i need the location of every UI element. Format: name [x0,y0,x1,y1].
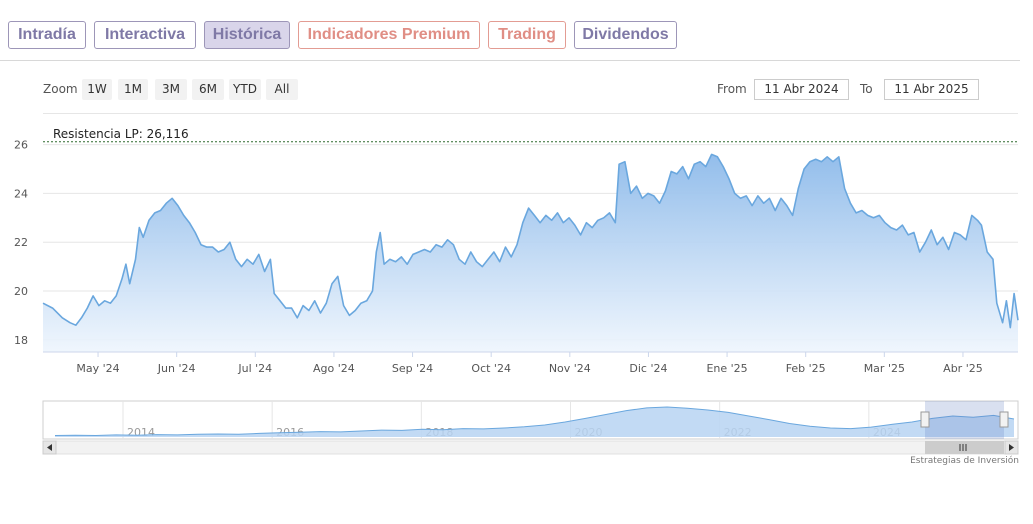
navigator-year-label: 2014 [127,426,155,439]
x-tick-label: Mar '25 [864,362,905,375]
y-tick-label: 22 [14,236,28,249]
x-tick-label: May '24 [76,362,119,375]
range-to-input[interactable]: 11 Abr 2025 [884,79,979,100]
x-tick-label: Jun '24 [157,362,196,375]
toolbar-separator [43,113,1018,114]
watermark: Estrategias de Inversión [910,456,1019,466]
zoom-6m-button[interactable]: 6M [192,79,224,100]
tab-intradia[interactable]: Intradía [8,21,86,49]
navigator-selection [925,401,1004,439]
tab-indicadores-premium[interactable]: Indicadores Premium [298,21,480,49]
x-tick-label: Nov '24 [549,362,591,375]
price-area [43,154,1018,352]
navigator-handle-right [999,411,1009,428]
x-tick-label: Ago '24 [313,362,355,375]
scroll-right-arrow-icon [1009,444,1014,451]
x-tick-label: Abr '25 [943,362,983,375]
scrollbar-thumb [925,441,1004,454]
tab-interactiva[interactable]: Interactiva [94,21,196,49]
x-tick-label: Oct '24 [471,362,511,375]
x-tick-label: Ene '25 [706,362,747,375]
price-line [42,153,1019,329]
x-tick-label: Dic '24 [629,362,667,375]
range-from-input[interactable]: 11 Abr 2024 [754,79,849,100]
y-tick-label: 18 [14,334,28,347]
zoom-1m-button[interactable]: 1M [118,79,148,100]
zoom-1w-button[interactable]: 1W [82,79,112,100]
scrollbar-track [42,440,1019,455]
price-chart: 18 20 22 24 26 Resistencia LP: 26,116 May '24 J… [14,127,1019,455]
zoom-all-button[interactable]: All [266,79,298,100]
tab-trading[interactable]: Trading [488,21,566,49]
scroll-left-arrow-icon [47,444,52,451]
x-tick-label: Jul '24 [237,362,272,375]
tab-dividendos[interactable]: Dividendos [574,21,677,49]
range-from-label: From [717,82,747,96]
y-tick-label: 24 [14,187,28,200]
tab-historica[interactable]: Histórica [204,21,290,49]
navigator-area [55,407,1014,437]
y-tick-label: 20 [14,285,28,298]
resistance-label: Resistencia LP: 26,116 [53,127,189,141]
zoom-label: Zoom [43,82,78,96]
range-to-label: To [860,82,873,96]
zoom-3m-button[interactable]: 3M [155,79,187,100]
zoom-ytd-button[interactable]: YTD [229,79,261,100]
tab-bar: Intradía Interactiva Histórica Indicador… [0,0,1033,60]
y-tick-label: 26 [14,139,28,152]
navigator-line [54,406,1015,437]
chart-frame [0,60,1020,524]
x-tick-label: Sep '24 [392,362,433,375]
x-tick-label: Feb '25 [786,362,826,375]
navigator-handle-left [920,411,930,428]
